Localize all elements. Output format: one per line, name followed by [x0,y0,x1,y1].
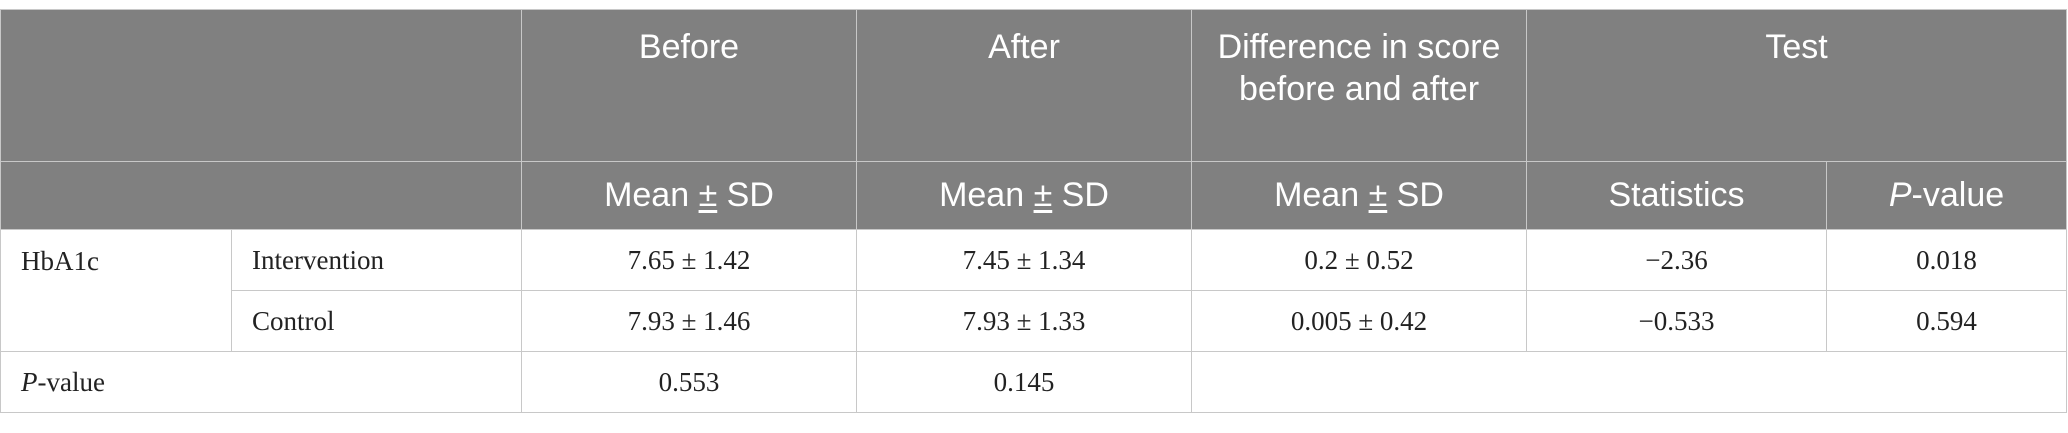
header-statistics: Statistics [1526,161,1827,230]
value-suffix: -value [1911,176,2005,214]
table-body: HbA1c Intervention 7.65 ± 1.42 7.45 ± 1.… [0,229,2068,413]
p-value-cell: 0.018 [1825,229,2068,291]
sd-label: SD [1387,176,1444,214]
value-suffix: -value [37,366,105,397]
plus-minus-symbol: ± [1368,176,1388,214]
p-value-row-label: P-value [0,351,522,413]
header-empty-cell [0,9,522,162]
header-before: Before [521,9,857,162]
group-cell: Intervention [231,229,522,291]
before-cell: 7.93 ± 1.46 [521,290,857,352]
sd-label: SD [1052,176,1109,214]
plus-minus-symbol: ± [1033,176,1053,214]
p-letter: P [21,366,38,397]
header-p-value: P-value [1825,161,2068,230]
header-mean-sd-before: Mean ± SD [521,161,857,230]
before-cell: 7.65 ± 1.42 [521,229,857,291]
plus-minus-symbol: ± [698,176,718,214]
p-value-cell: 0.594 [1825,290,2068,352]
group-cell: Control [231,290,522,352]
variable-cell: HbA1c [0,229,232,352]
statistics-cell: −2.36 [1526,229,1827,291]
header-empty-cell-2 [0,161,522,230]
difference-cell: 0.005 ± 0.42 [1191,290,1527,352]
results-table: Before After Difference in score before … [0,9,2068,413]
table-row: P-value 0.553 0.145 [0,351,2068,413]
after-cell: 7.93 ± 1.33 [856,290,1192,352]
table-row: Control 7.93 ± 1.46 7.93 ± 1.33 0.005 ± … [1,290,2068,352]
statistics-cell: −0.533 [1526,290,1827,352]
mean-label: Mean [604,176,699,214]
p-letter: P [1888,176,1912,214]
empty-cell [1190,351,2068,413]
difference-cell: 0.2 ± 0.52 [1191,229,1527,291]
before-p-value-cell: 0.553 [521,351,857,413]
header-row-1: Before After Difference in score before … [0,9,2068,162]
table-header: Before After Difference in score before … [0,9,2068,230]
header-mean-sd-after: Mean ± SD [856,161,1192,230]
table-row: HbA1c Intervention 7.65 ± 1.42 7.45 ± 1.… [0,229,2068,352]
after-p-value-cell: 0.145 [856,351,1192,413]
header-row-2: Mean ± SD Mean ± SD Mean ± SD Statistics… [0,161,2068,230]
header-difference: Difference in score before and after [1191,9,1527,162]
header-test: Test [1525,9,2068,162]
after-cell: 7.45 ± 1.34 [856,229,1192,291]
sd-label: SD [717,176,774,214]
mean-label: Mean [1274,176,1369,214]
header-mean-sd-difference: Mean ± SD [1191,161,1527,230]
mean-label: Mean [939,176,1034,214]
header-after: After [856,9,1192,162]
